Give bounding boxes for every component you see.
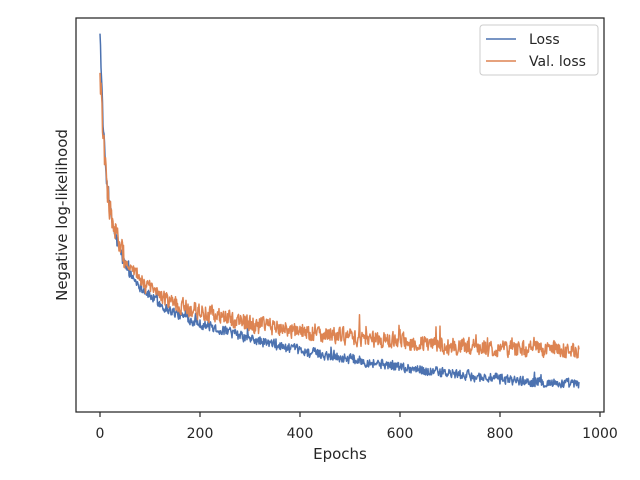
legend-label-val-loss: Val. loss — [529, 54, 586, 70]
series-line-loss — [99, 33, 580, 389]
x-tick-label: 400 — [287, 426, 314, 442]
x-tick-label: 600 — [387, 426, 414, 442]
plot-area — [75, 17, 605, 413]
legend-box — [479, 24, 599, 76]
series-group — [99, 33, 580, 389]
legend: Loss Val. loss — [479, 24, 599, 76]
y-axis-label: Negative log-likelihood — [53, 129, 71, 301]
x-tick-label: 200 — [187, 426, 214, 442]
axes-frame — [75, 17, 605, 413]
series-line-val-loss — [99, 72, 580, 359]
x-tick-label: 0 — [96, 426, 105, 442]
x-tick-label: 1000 — [582, 426, 618, 442]
legend-label-loss: Loss — [529, 32, 560, 48]
x-axis-label: Epochs — [313, 445, 367, 463]
x-tick-label: 800 — [487, 426, 514, 442]
x-axis-ticks: 0 200 400 600 800 1000 — [96, 412, 618, 442]
